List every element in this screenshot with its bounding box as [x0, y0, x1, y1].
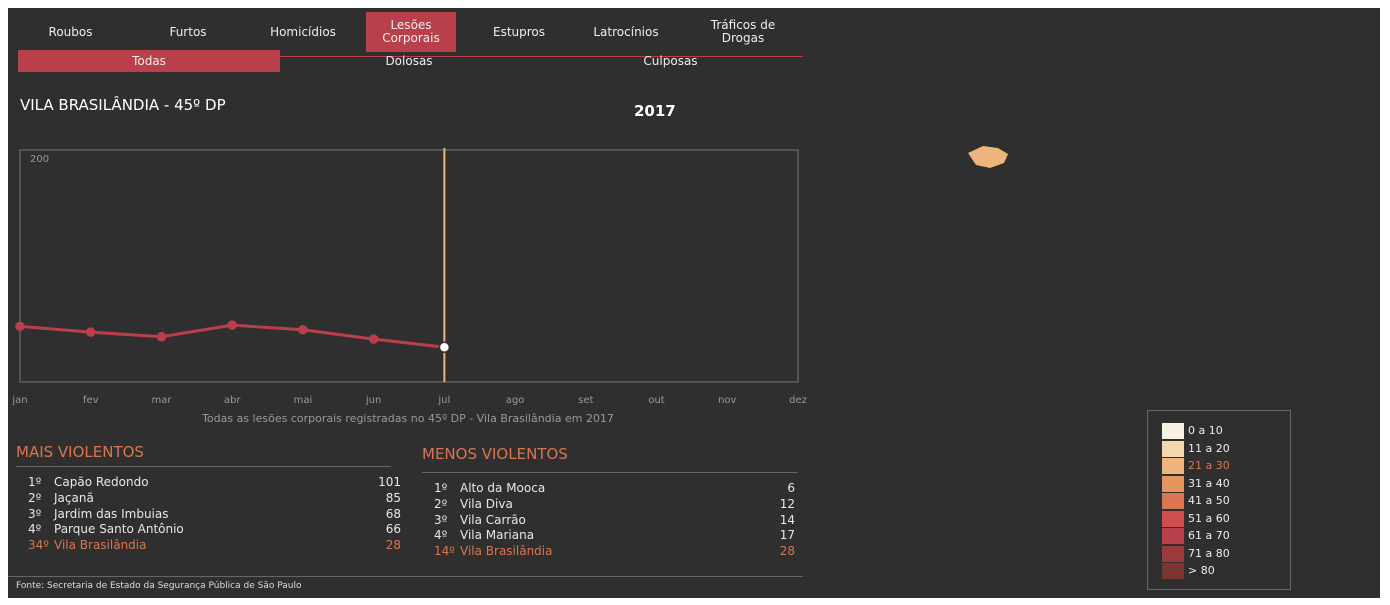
- source: Fonte: Secretaria de Estado da Segurança…: [16, 581, 302, 591]
- ranking-title: MENOS VIOLENTOS: [422, 445, 568, 463]
- point: [156, 332, 167, 342]
- chart-caption: Todas as lesões corporais registradas no…: [201, 412, 614, 425]
- point: [438, 341, 451, 353]
- rank: 14º: [434, 544, 455, 559]
- district-name: Vila Brasilândia: [54, 538, 147, 553]
- divider: [16, 466, 391, 467]
- district-name: Vila Diva: [460, 496, 513, 511]
- rank: 4º: [28, 522, 42, 537]
- divider: [8, 576, 803, 577]
- district-name: Jardim das Imbuias: [54, 506, 169, 521]
- divider: [422, 472, 797, 473]
- tab-divider: [18, 56, 803, 57]
- legend-swatch: [1162, 458, 1184, 474]
- legend-swatch: [1162, 475, 1184, 492]
- district-name: Jaçanã: [54, 490, 94, 505]
- legend-label: 41 a 50: [1188, 494, 1230, 507]
- legend: 0 a 10 11 a 20 21 a 30 31 a 40 41 a 50 51 a 6…: [1147, 410, 1291, 590]
- tab[interactable]: Latrocínios: [593, 24, 659, 39]
- district-value: 85: [385, 490, 401, 505]
- line-chart: 200 jan fev mar abr mai jun jul ago set out nov dez T…: [11, 148, 807, 425]
- district-value: 17: [779, 528, 795, 543]
- rank: 2º: [434, 496, 448, 511]
- legend-label: 51 a 60: [1188, 511, 1230, 525]
- rank: 3º: [434, 512, 448, 527]
- x-tick-label: mai: [294, 395, 313, 406]
- point: [85, 327, 96, 337]
- x-tick-label: abr: [224, 395, 241, 406]
- district-value: 12: [779, 496, 795, 511]
- legend-label: 21 a 30: [1188, 459, 1230, 472]
- tab[interactable]: Tráficos de Drogas: [710, 18, 776, 45]
- x-tick-label: dez: [789, 395, 807, 406]
- legend-swatch: [1162, 423, 1184, 439]
- district-value: 14: [779, 512, 795, 527]
- rank: 2º: [28, 490, 42, 505]
- legend-label: 31 a 40: [1188, 476, 1230, 490]
- x-tick-label: set: [578, 395, 593, 406]
- district-name: Vila Brasilândia: [460, 544, 553, 559]
- x-tick-label: jan: [11, 395, 27, 406]
- dashboard: VILA BRASILÂNDIA - 45º DP 2017 200 jan fev…: [8, 8, 1380, 598]
- legend-label: 71 a 80: [1188, 546, 1230, 560]
- map: [968, 146, 1008, 168]
- legend-swatch: [1162, 510, 1184, 527]
- district-name: Vila Mariana: [460, 528, 535, 543]
- x-tick-label: out: [648, 395, 664, 406]
- district-value: 28: [779, 544, 795, 559]
- tab[interactable]: Lesões Corporais: [366, 12, 456, 52]
- rank: 1º: [434, 481, 448, 495]
- tab[interactable]: Homicídios: [270, 24, 336, 39]
- district-value: 101: [378, 475, 401, 489]
- legend-label: 61 a 70: [1188, 529, 1230, 542]
- point: [15, 321, 25, 332]
- district-name: Parque Santo Antônio: [54, 522, 184, 537]
- rank: 1º: [28, 475, 42, 489]
- district-name: Vila Carrão: [460, 512, 526, 527]
- x-tick-label: mar: [151, 395, 172, 406]
- legend-label: > 80: [1188, 564, 1215, 577]
- legend-swatch: [1162, 528, 1184, 544]
- district-value: 66: [385, 522, 401, 537]
- rank: 34º: [28, 538, 49, 553]
- district-name: Alto da Mooca: [460, 481, 546, 495]
- legend-swatch: [1162, 440, 1184, 457]
- subtab[interactable]: Todas: [18, 50, 280, 72]
- subtab[interactable]: Dolosas: [385, 54, 433, 68]
- year: 2017: [634, 102, 676, 120]
- legend-swatch: [1162, 493, 1184, 509]
- point: [368, 334, 379, 344]
- tab[interactable]: Roubos: [48, 24, 93, 39]
- tab[interactable]: Furtos: [169, 24, 207, 39]
- district-value: 68: [385, 506, 401, 521]
- place-title: VILA BRASILÂNDIA - 45º DP: [20, 96, 226, 114]
- legend-swatch: [1162, 545, 1184, 562]
- ranking-title: MAIS VIOLENTOS: [16, 443, 144, 461]
- legend-label: 11 a 20: [1188, 441, 1230, 455]
- x-tick-label: fev: [83, 395, 99, 406]
- x-tick-label: nov: [718, 395, 736, 406]
- district-value: 28: [385, 538, 401, 553]
- rank: 4º: [434, 528, 448, 543]
- district-value: 6: [787, 481, 795, 495]
- rank: 3º: [28, 506, 42, 521]
- plot-frame: [19, 149, 799, 383]
- map-district: [968, 146, 1008, 168]
- y-tick-label: 200: [30, 154, 49, 165]
- x-tick-label: jul: [437, 395, 450, 406]
- subtab[interactable]: Culposas: [643, 54, 698, 68]
- legend-swatch: [1162, 563, 1184, 579]
- district-name: Capão Redondo: [54, 475, 149, 489]
- legend-label: 0 a 10: [1188, 424, 1223, 437]
- point: [227, 320, 237, 330]
- point: [298, 325, 308, 335]
- tab[interactable]: Estupros: [492, 24, 546, 39]
- x-tick-label: ago: [506, 395, 525, 406]
- x-tick-label: jun: [365, 395, 381, 406]
